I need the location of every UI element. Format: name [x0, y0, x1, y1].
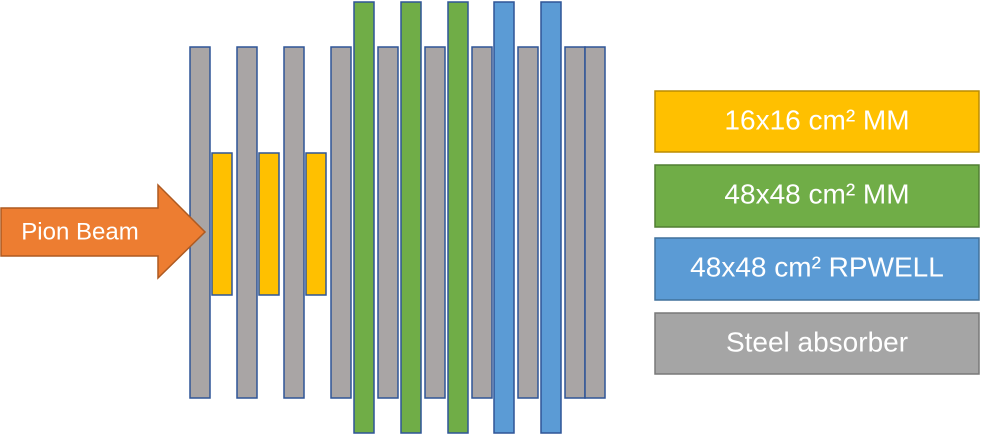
- legend-label: 48x48 cm² MM: [724, 178, 909, 209]
- large-mm: [400, 1, 422, 434]
- legend: 16x16 cm² MM 48x48 cm² MM 48x48 cm² RPWE…: [654, 90, 980, 375]
- rpwell: [493, 1, 515, 434]
- legend-label: 16x16 cm² MM: [724, 104, 909, 135]
- rpwell: [540, 1, 562, 434]
- beam-label: Pion Beam: [21, 218, 138, 245]
- steel-plate: [377, 46, 399, 399]
- small-mm: [258, 152, 280, 296]
- beam-arrow: Pion Beam: [0, 183, 207, 280]
- small-mm: [305, 152, 327, 296]
- steel-plate: [564, 46, 586, 399]
- steel-plate: [236, 46, 258, 399]
- detector-stack: [189, 1, 606, 434]
- small-mm: [211, 152, 233, 296]
- large-mm: [447, 1, 469, 434]
- steel-plate: [517, 46, 539, 399]
- legend-box: [654, 237, 980, 301]
- steel-plate: [471, 46, 493, 399]
- legend-box: [654, 164, 980, 228]
- steel-plate: [584, 46, 606, 399]
- arrow: [0, 183, 207, 280]
- steel-plate: [283, 46, 305, 399]
- legend-box: [654, 90, 980, 153]
- legend-label: 48x48 cm² RPWELL: [690, 251, 944, 282]
- steel-plate: [424, 46, 446, 399]
- steel-plate: [330, 46, 352, 399]
- large-mm: [353, 1, 375, 434]
- legend-label: Steel absorber: [726, 326, 908, 357]
- legend-box: [654, 312, 980, 375]
